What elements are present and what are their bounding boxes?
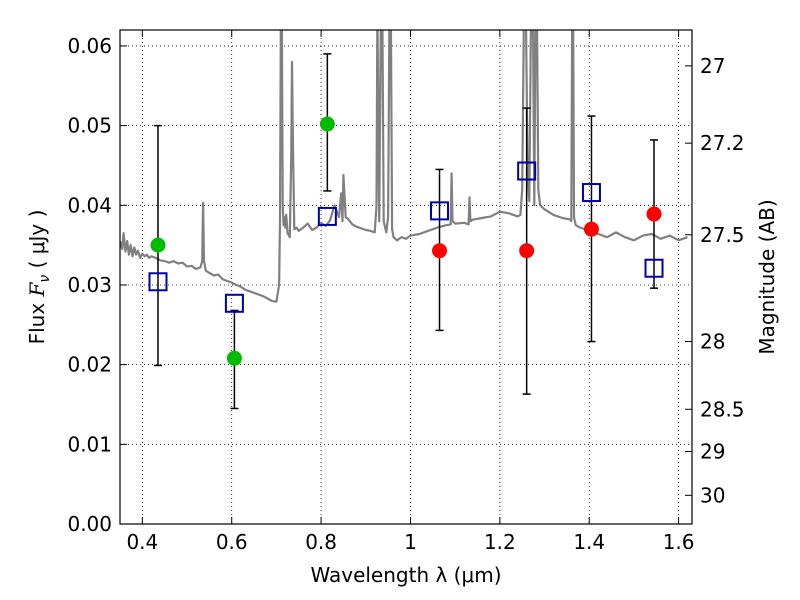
observed-red-point [432,243,448,259]
observed-red-point [646,206,662,222]
y-tick-label: 0.00 [67,512,112,536]
y-tick-label: 0.06 [67,34,112,58]
x-tick-label: 0.8 [305,530,337,554]
y2-tick-label: 30 [700,483,725,507]
observed-green-series [150,116,335,366]
y-axis-label-symbol: F [25,281,49,297]
x-tick-label: 0.4 [126,530,158,554]
grid [120,30,692,525]
x-tick-label: 1 [404,530,417,554]
y-tick-label: 0.04 [67,193,112,217]
y-axis-label-suffix: ( μJy ) [25,210,49,275]
y2-axis-label: Magnitude (AB) [755,199,779,354]
x-axis-label: Wavelength λ (μm) [310,563,501,587]
model-spectrum-series [120,30,688,303]
x-tick-label: 1.2 [484,530,516,554]
x-tick-label: 0.6 [216,530,248,554]
y-axis-label-prefix: Flux [25,296,49,344]
model-box-point [644,258,664,278]
x-tick-label: 1.6 [663,530,695,554]
plot-frame [119,29,693,525]
model-box-point [148,272,168,292]
model-box-point [224,293,244,313]
axis-ticks: 0.4 0.6 0.8 1 1.2 1.4 1.6 0.00 0.01 0.02 0.03 0.04 0… [67,30,745,554]
model-box-series [148,161,664,313]
y2-tick-label: 27.2 [700,131,745,155]
observed-red-series [432,206,662,259]
y2-tick-label: 28 [700,330,725,354]
observed-green-point [226,350,242,366]
y-tick-label: 0.03 [67,273,112,297]
y2-tick-label: 27 [700,54,725,78]
model-box-point [317,206,337,226]
model-spectrum-line [120,30,688,303]
y2-tick-label: 29 [700,439,725,463]
observed-red-point [583,221,599,237]
model-box-point [581,183,601,203]
y-axis-label-subscript: ν [37,275,53,283]
y-tick-label: 0.02 [67,353,112,377]
observed-green-point [150,237,166,253]
y2-tick-label: 28.5 [700,397,745,421]
y-tick-label: 0.01 [67,432,112,456]
observed-green-point [319,116,335,132]
y2-tick-label: 27.5 [700,223,745,247]
observed-red-point [519,243,535,259]
model-box-point [517,161,537,181]
y-tick-label: 0.05 [67,114,112,138]
model-box-point [430,201,450,221]
y-axis-label: Flux Fν ( μJy ) [25,210,53,345]
x-tick-label: 1.4 [573,530,605,554]
